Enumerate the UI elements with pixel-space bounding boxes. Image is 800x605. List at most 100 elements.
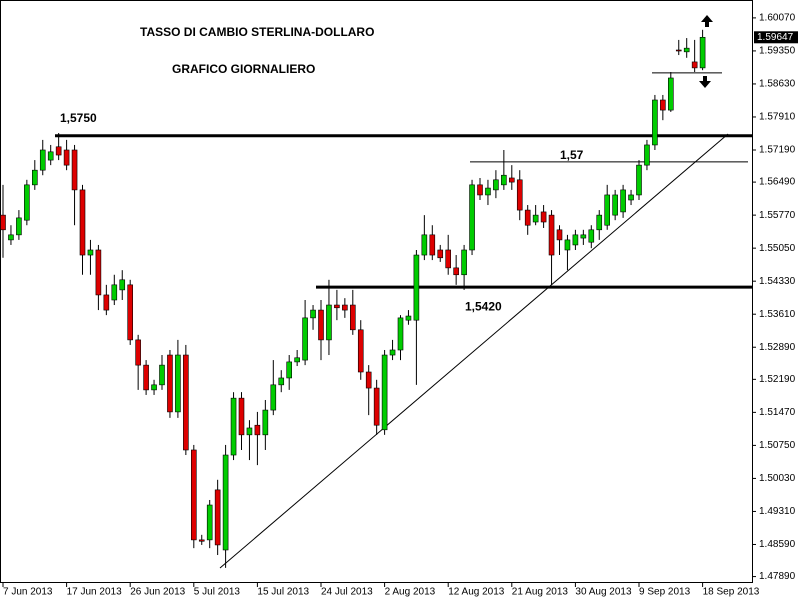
- candle-body: [604, 194, 611, 226]
- candle-body: [564, 239, 571, 251]
- candle-body: [389, 349, 396, 356]
- candle-body: [24, 184, 30, 221]
- candle-body: [508, 177, 515, 183]
- trend-line: [219, 133, 729, 569]
- candle-body: [79, 189, 86, 256]
- x-tick-label: 5 Jul 2013: [194, 587, 241, 598]
- candle-body: [628, 194, 634, 201]
- candle-body: [127, 284, 133, 341]
- candle-body: [349, 304, 356, 331]
- candle-body: [652, 99, 658, 146]
- candle-body: [469, 184, 475, 251]
- candle-body: [183, 354, 189, 451]
- candle-body: [31, 169, 38, 186]
- y-tick-label: 1.53610: [759, 309, 796, 320]
- candle-body: [620, 189, 626, 213]
- y-tick-label: 1.51470: [759, 407, 796, 418]
- y-tick-label: 1.54330: [759, 276, 796, 287]
- candle-body: [95, 249, 102, 296]
- y-tick-label: 1.49310: [759, 506, 796, 517]
- candle-body: [421, 234, 428, 256]
- down-arrow: [699, 76, 711, 88]
- candle-body: [16, 217, 22, 236]
- y-tick-label: 1.52190: [759, 374, 796, 385]
- candle-body: [683, 47, 690, 53]
- candle-body: [159, 364, 165, 386]
- level-label: 1,57: [560, 148, 584, 162]
- x-tick-label: 9 Sep 2013: [639, 587, 691, 598]
- candle-body: [342, 304, 348, 311]
- x-tick-label: 7 Jun 2013: [3, 587, 53, 598]
- candle-body: [262, 409, 269, 436]
- candle-body: [286, 361, 293, 379]
- candle-body: [667, 77, 674, 111]
- candle-body: [334, 304, 340, 309]
- candle-body: [318, 309, 324, 341]
- candle-body: [461, 249, 467, 276]
- candle-body: [175, 354, 181, 413]
- candle-body: [596, 214, 603, 231]
- candle-body: [278, 377, 285, 386]
- candle-body: [294, 357, 300, 363]
- candle-body: [477, 184, 483, 196]
- candle-body: [103, 294, 110, 311]
- candle-body: [675, 49, 682, 52]
- candle-body: [540, 211, 547, 223]
- candle-body: [588, 229, 595, 243]
- chart-subtitle: GRAFICO GIORNALIERO: [172, 62, 315, 76]
- candle-body: [413, 254, 420, 321]
- candle-body: [556, 229, 563, 241]
- price-box: [754, 31, 798, 44]
- candle-body: [429, 234, 436, 256]
- candle-body: [143, 364, 149, 391]
- candle-body: [445, 249, 452, 269]
- y-tick-label: 1.52890: [759, 342, 796, 353]
- x-tick-label: 12 Aug 2013: [448, 587, 505, 598]
- candle-body: [373, 387, 380, 426]
- y-tick-label: 1.57910: [759, 112, 796, 123]
- candle-body: [437, 249, 444, 259]
- candle-body: [397, 317, 404, 351]
- candle-body: [636, 164, 642, 196]
- candle-body: [63, 149, 70, 166]
- candle-body: [206, 504, 213, 541]
- y-tick-label: 1.55770: [759, 210, 796, 221]
- candle-body: [47, 151, 54, 161]
- x-tick-label: 2 Aug 2013: [385, 587, 436, 598]
- plot-area: [0, 0, 753, 583]
- candle-body: [238, 397, 245, 436]
- candle-body: [691, 61, 698, 69]
- y-tick-label: 1.47890: [759, 571, 796, 582]
- x-tick-label: 26 Jun 2013: [130, 587, 185, 598]
- y-tick-label: 1.59350: [759, 46, 796, 57]
- y-tick-label: 1.50030: [759, 473, 796, 484]
- candle-body: [270, 384, 277, 411]
- candle-body: [302, 317, 308, 361]
- y-tick-label: 1.60070: [759, 13, 796, 24]
- y-tick-label: 1.55050: [759, 243, 796, 254]
- candle-body: [485, 187, 491, 196]
- up-arrow: [701, 15, 713, 27]
- candle-body: [612, 194, 618, 216]
- candle-body: [214, 489, 221, 546]
- y-tick-label: 1.58630: [759, 79, 796, 90]
- candle-body: [405, 315, 412, 321]
- candle-body: [501, 174, 507, 186]
- candle-body: [0, 214, 6, 231]
- chart-title: TASSO DI CAMBIO STERLINA-DOLLARO: [140, 25, 374, 39]
- y-tick-label: 1.50750: [759, 440, 796, 451]
- candle-body: [87, 249, 94, 256]
- candle-body: [357, 329, 364, 373]
- candle-body: [660, 99, 666, 111]
- candle-body: [572, 234, 579, 246]
- candle-body: [644, 144, 650, 166]
- candle-body: [198, 539, 205, 542]
- candle-body: [365, 371, 372, 389]
- candle-body: [111, 284, 118, 301]
- candle-body: [381, 354, 388, 431]
- candle-body: [8, 234, 14, 241]
- candle-body: [532, 214, 539, 223]
- x-tick-label: 30 Aug 2013: [575, 587, 632, 598]
- x-tick-label: 21 Aug 2013: [512, 587, 569, 598]
